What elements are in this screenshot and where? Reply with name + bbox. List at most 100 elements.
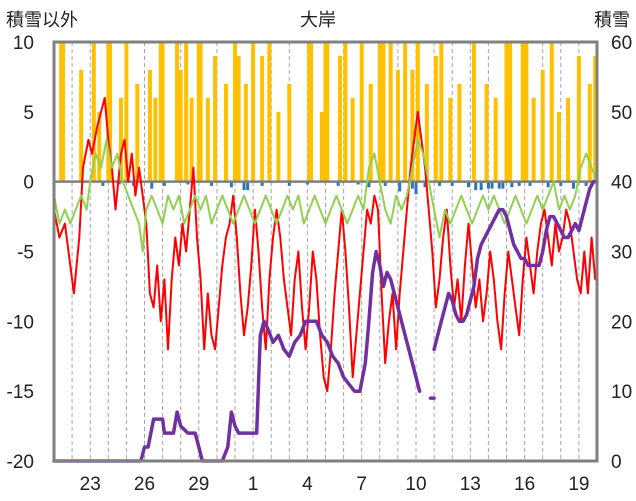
small-bar bbox=[466, 181, 470, 188]
precip-bar bbox=[223, 83, 228, 182]
small-bar bbox=[398, 181, 402, 192]
precip-bar bbox=[205, 97, 210, 182]
precip-bar bbox=[350, 97, 355, 182]
small-bar bbox=[260, 181, 264, 186]
small-bar bbox=[546, 181, 550, 188]
series-line-snow bbox=[432, 179, 599, 352]
precip-bar bbox=[457, 83, 462, 182]
small-bar bbox=[246, 181, 250, 191]
y-left-tick-label: -15 bbox=[7, 382, 34, 403]
precip-bar bbox=[508, 42, 513, 182]
precip-bar bbox=[381, 42, 386, 182]
precip-bar bbox=[61, 42, 66, 182]
small-bar bbox=[584, 181, 588, 186]
precip-bar bbox=[175, 42, 180, 182]
precip-bar bbox=[79, 69, 84, 182]
small-bar bbox=[474, 181, 478, 191]
x-tick-label: 29 bbox=[188, 474, 209, 495]
precip-bar bbox=[147, 69, 152, 182]
small-bar bbox=[305, 181, 309, 185]
small-bar bbox=[242, 181, 246, 191]
precip-bar bbox=[118, 97, 123, 182]
series-line-green bbox=[53, 138, 598, 253]
precip-bar bbox=[91, 42, 96, 182]
small-bar bbox=[383, 181, 387, 186]
y-left-tick-label: -10 bbox=[7, 312, 34, 333]
precip-bar bbox=[319, 111, 324, 182]
precip-bar bbox=[540, 69, 545, 182]
small-bar bbox=[510, 181, 514, 188]
y-right-tick-label: 50 bbox=[611, 103, 632, 124]
precip-bar bbox=[153, 97, 158, 182]
precip-bar bbox=[108, 42, 113, 182]
precip-bar bbox=[439, 42, 444, 182]
small-bar bbox=[162, 181, 166, 186]
y-right-tick-label: 0 bbox=[611, 452, 622, 473]
y-left-tick-label: 5 bbox=[23, 103, 34, 124]
small-bar bbox=[117, 181, 121, 185]
y-left-tick-label: 0 bbox=[23, 173, 34, 194]
small-bar bbox=[414, 181, 418, 195]
precip-bar bbox=[395, 69, 400, 182]
precip-bar bbox=[251, 42, 256, 182]
small-bar bbox=[571, 181, 575, 189]
x-tick-label: 23 bbox=[80, 474, 101, 495]
precip-bar bbox=[260, 55, 265, 182]
precip-bar bbox=[184, 42, 189, 182]
small-bar bbox=[479, 181, 483, 191]
precip-bar bbox=[178, 69, 183, 182]
small-bar bbox=[517, 181, 521, 186]
x-tick-label: 4 bbox=[302, 474, 313, 495]
precip-bar bbox=[198, 42, 203, 182]
precip-bar bbox=[368, 83, 373, 182]
small-bar bbox=[356, 181, 360, 185]
precip-bar bbox=[359, 42, 364, 182]
small-bar bbox=[186, 181, 190, 185]
precip-bar bbox=[233, 42, 237, 182]
x-tick-label: 26 bbox=[134, 474, 155, 495]
precip-bar bbox=[433, 55, 438, 182]
precip-bar bbox=[213, 55, 218, 182]
series-line-snow bbox=[52, 249, 422, 463]
plot-frame bbox=[52, 40, 599, 463]
small-bar bbox=[101, 181, 105, 186]
precip-bar bbox=[189, 97, 194, 182]
y-left-label: 積雪以外 bbox=[6, 10, 78, 31]
x-tick-label: 10 bbox=[405, 474, 426, 495]
precip-bar bbox=[587, 83, 592, 182]
y-left-tick-label: -5 bbox=[17, 243, 34, 264]
precip-bar bbox=[556, 111, 561, 182]
y-right-tick-label: 10 bbox=[611, 382, 632, 403]
precip-bar bbox=[325, 42, 330, 182]
precip-bar bbox=[343, 42, 348, 182]
x-tick-label: 1 bbox=[248, 474, 259, 495]
precip-bar bbox=[424, 83, 429, 182]
precip-bar bbox=[524, 42, 529, 182]
precip-bar bbox=[377, 42, 382, 182]
precip-bar bbox=[97, 111, 102, 182]
precip-bar bbox=[135, 83, 140, 182]
y-left-tick-label: 10 bbox=[13, 33, 34, 54]
small-bar bbox=[229, 181, 233, 188]
precip-bar bbox=[236, 55, 241, 182]
precip-bar bbox=[160, 42, 165, 182]
precip-bar bbox=[531, 97, 536, 182]
small-bar bbox=[450, 181, 454, 186]
precip-bar bbox=[576, 55, 581, 182]
precip-bar bbox=[566, 97, 571, 182]
chart-title: 大岸 bbox=[300, 10, 336, 31]
x-tick-label: 16 bbox=[514, 474, 535, 495]
small-bar bbox=[497, 181, 501, 189]
small-bar bbox=[287, 181, 291, 186]
series-line-red bbox=[53, 96, 598, 393]
small-bar bbox=[438, 181, 442, 186]
small-bar bbox=[501, 181, 505, 189]
precip-bar bbox=[243, 83, 248, 182]
precip-bar bbox=[471, 42, 476, 182]
precip-bar bbox=[337, 55, 342, 182]
precip-bar bbox=[309, 42, 314, 182]
small-bar bbox=[367, 181, 371, 188]
